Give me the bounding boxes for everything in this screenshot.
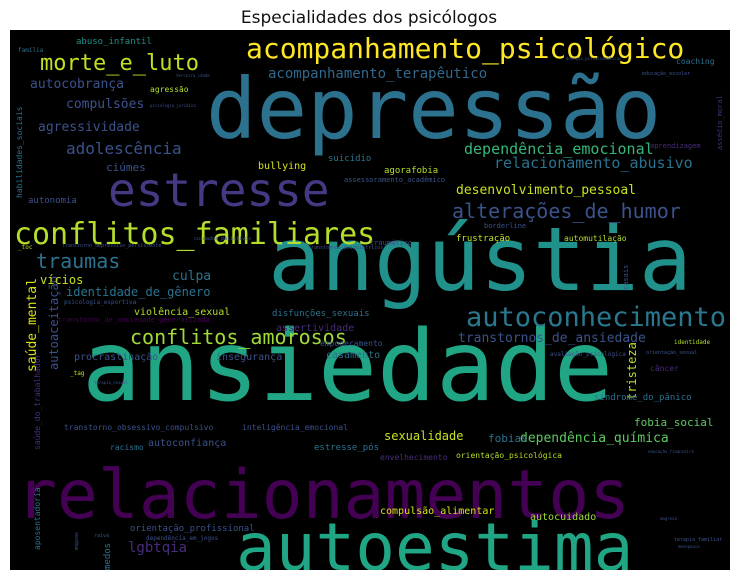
word-educação_escolar: educação_escolar [642, 71, 690, 77]
word-autocobrança: autocobrança [30, 77, 124, 92]
word-fobia_social: fobia_social [634, 416, 713, 429]
word-assertividade: assertividade [276, 323, 354, 334]
word-estresse: estresse [108, 163, 330, 217]
word-agressão: agressão [150, 85, 189, 94]
word-autoconfiança: autoconfiança [148, 438, 226, 449]
word-autoaceitação: autoaceitação [47, 276, 61, 370]
word-assessoramento_acadêmico: assessoramento_acadêmico [344, 176, 445, 184]
word-transtornos_psiquiátricos: transtornos_psiquiátricos [308, 244, 383, 251]
word-morte_e_luto: morte_e_luto [40, 51, 199, 76]
word-borderline: borderline [484, 222, 526, 230]
word-transtorno_de_ansiedade_generalizada: transtorno_de_ansiedade_generalizada [58, 316, 210, 324]
word-traumático: traumático [370, 239, 412, 247]
word-dependência_química: dependência_química [520, 431, 669, 446]
word-autocuidado: autocuidado [530, 512, 596, 523]
word-alterações_de_humor: alterações_de_humor [452, 199, 681, 223]
word-inteligência_emocional: inteligência_emocional [242, 422, 348, 432]
word-fobias: fobias [488, 432, 528, 445]
word-_tag: _tag [70, 370, 85, 377]
word-saúde_mental: saúde_mental [25, 278, 40, 372]
word-automutilação: automutilação [564, 234, 627, 243]
word-aprendizagem: aprendizagem [650, 142, 701, 150]
word-psicologia_esportiva: psicologia_esportiva [64, 299, 137, 306]
word-avaliação_psicológica: avaliação_psicológica [550, 351, 626, 358]
word-síndrome_do_pânico: síndrome_do_pânico [594, 393, 692, 403]
word-agressividade: agressividade [38, 120, 140, 135]
word-relacionamentos: relacionamentos [16, 456, 630, 535]
chart-title: Especialidades dos psicólogos [240, 8, 498, 28]
word-psicologia_jurídica: psicologia_jurídica [150, 103, 196, 108]
word-suicídio: suicídio [328, 154, 371, 164]
word-tristeza: tristeza [625, 342, 639, 400]
word-compulsão_alimentar: compulsão_alimentar [380, 506, 494, 517]
word-aposentadoria: aposentadoria [33, 487, 42, 550]
word-assédio_moral: assédio_moral [716, 95, 724, 150]
word-autoestima: autoestima [236, 509, 633, 570]
word-orientação_profissional: orientação_profissional [130, 524, 255, 534]
word-terceira_idade: terceira_idade [176, 73, 210, 78]
word-dependência_em_jogos: dependência_em_jogos [146, 535, 219, 542]
word-câncer: câncer [650, 364, 679, 373]
word-autonomia: autonomia [28, 196, 77, 206]
word-orientação_sexual: orientação_sexual [646, 350, 697, 356]
word-família: família [18, 47, 44, 54]
word-identidade_de_gênero: identidade_de_gênero [66, 285, 211, 299]
word-envelhecimento: envelhecimento [380, 453, 448, 462]
word-bullying: bullying [258, 161, 306, 172]
word-culpa: culpa [172, 269, 211, 284]
word-relacionamento_abusivo: relacionamento_abusivo [494, 154, 693, 172]
word-raiva: raiva [94, 533, 109, 539]
word-agorafobia: agorafobia [384, 166, 438, 176]
word-transtorno_depressivo_persistente: transtorno_depressivo_persistente [62, 243, 161, 249]
word-habilidades_sociais: habilidades_sociais [15, 106, 24, 198]
word-desenvolvimento_pessoal: desenvolvimento_pessoal [456, 183, 636, 198]
word-mágoas: mágoas [73, 532, 80, 550]
word-cuidados_paliativos: cuidados_paliativos [194, 236, 251, 242]
word-adolescência: adolescência [66, 139, 182, 158]
word-ciúmes: ciúmes [106, 161, 146, 174]
word-disfunções_sexuais: disfunções_sexuais [272, 309, 370, 319]
word-terapia_familiar: terapia_familiar [674, 537, 722, 543]
word-identidade: identidade [674, 339, 711, 346]
word-acompanhamento_psicológico: acompanhamento_psicológico [246, 32, 684, 66]
word-transtorno_obsessivo_compulsivo: transtorno_obsessivo_compulsivo [64, 423, 213, 432]
word-depressão: depressão [206, 60, 661, 158]
word-frustração: frustração [456, 234, 510, 244]
word-educação_financeira: educação_financeira [648, 449, 694, 454]
word-ansiedade: ansiedade [82, 310, 613, 424]
word-empoderamento: empoderamento [320, 339, 383, 348]
word-estresse_pós: estresse_pós [314, 442, 379, 453]
word-lgbtqia: lgbtqia [128, 540, 187, 556]
word-racismo: racismo [110, 443, 144, 452]
cloud-background [10, 30, 730, 570]
word-saúde_do_trabalhador: saúde_do_trabalhador [33, 353, 42, 450]
word-doenças_psicossomáticas: doenças_psicossomáticas [566, 56, 622, 61]
word-magreza: magreza [660, 516, 677, 521]
word-coaching: coaching [676, 57, 715, 66]
word-conflitos_familiares: conflitos_familiares [14, 217, 375, 252]
word-conflitos_amorosos: conflitos_amorosos [130, 325, 347, 349]
word-compulsões: compulsões [66, 97, 144, 112]
word-autoconhecimento: autoconhecimento [466, 302, 726, 333]
word-_toc: _toc [18, 244, 33, 251]
word-sexualidade: sexualidade [384, 429, 463, 443]
word-traumas: traumas [36, 249, 120, 273]
word-orientação_psicológica: orientação_psicológica [456, 450, 562, 460]
word-medos: medos [103, 543, 113, 570]
word-procrastinação: procrastinação [74, 352, 158, 363]
word-casamento: casamento [326, 350, 380, 361]
word-abuso_infantil: abuso_infantil [76, 37, 152, 47]
word-insegurança: insegurança [216, 352, 282, 363]
word-acompanhamento_terapêutico: acompanhamento_terapêutico [268, 66, 487, 82]
word-terapia_sexual: terapia_sexual [94, 380, 128, 385]
word-dependência_emocional: dependência_emocional [464, 140, 654, 158]
word-violência_sexual: violência_sexual [134, 306, 230, 318]
word-menopausa: menopausa [678, 544, 700, 549]
word-angústia: angústia [268, 208, 692, 311]
word-casais: casais [622, 265, 630, 290]
word-vícios: vícios [40, 273, 83, 287]
word-transtornos_de_ansiedade: transtornos_de_ansiedade [458, 331, 646, 346]
